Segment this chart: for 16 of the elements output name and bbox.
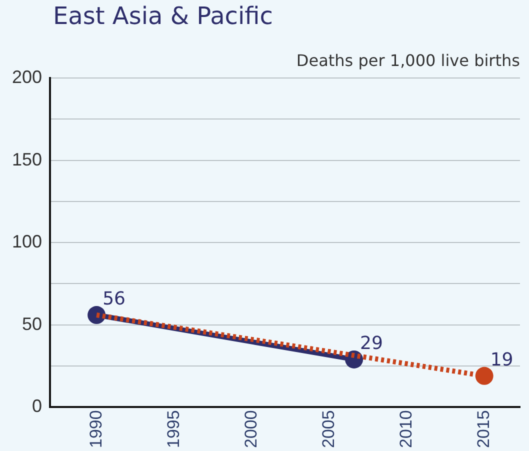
chart-title: East Asia & Pacific bbox=[53, 2, 273, 30]
x-tick-label: 2000 bbox=[241, 410, 260, 448]
y-tick-label: 50 bbox=[22, 314, 42, 334]
y-tick-label: 200 bbox=[12, 66, 42, 87]
x-tick-label: 2005 bbox=[318, 410, 338, 448]
y-axis-title: Deaths per 1,000 live births bbox=[296, 51, 520, 70]
data-label: 19 bbox=[490, 350, 514, 371]
x-tick-label: 1990 bbox=[86, 410, 106, 448]
x-tick-label: 1995 bbox=[164, 410, 183, 448]
x-tick-label: 2010 bbox=[396, 410, 416, 448]
y-tick-label: 150 bbox=[12, 149, 42, 170]
y-tick-label: 100 bbox=[12, 232, 42, 252]
data-label: 56 bbox=[102, 288, 126, 310]
y-tick-label: 0 bbox=[32, 396, 42, 416]
data-label: 29 bbox=[360, 333, 383, 354]
x-tick-label: 2015 bbox=[474, 410, 494, 448]
